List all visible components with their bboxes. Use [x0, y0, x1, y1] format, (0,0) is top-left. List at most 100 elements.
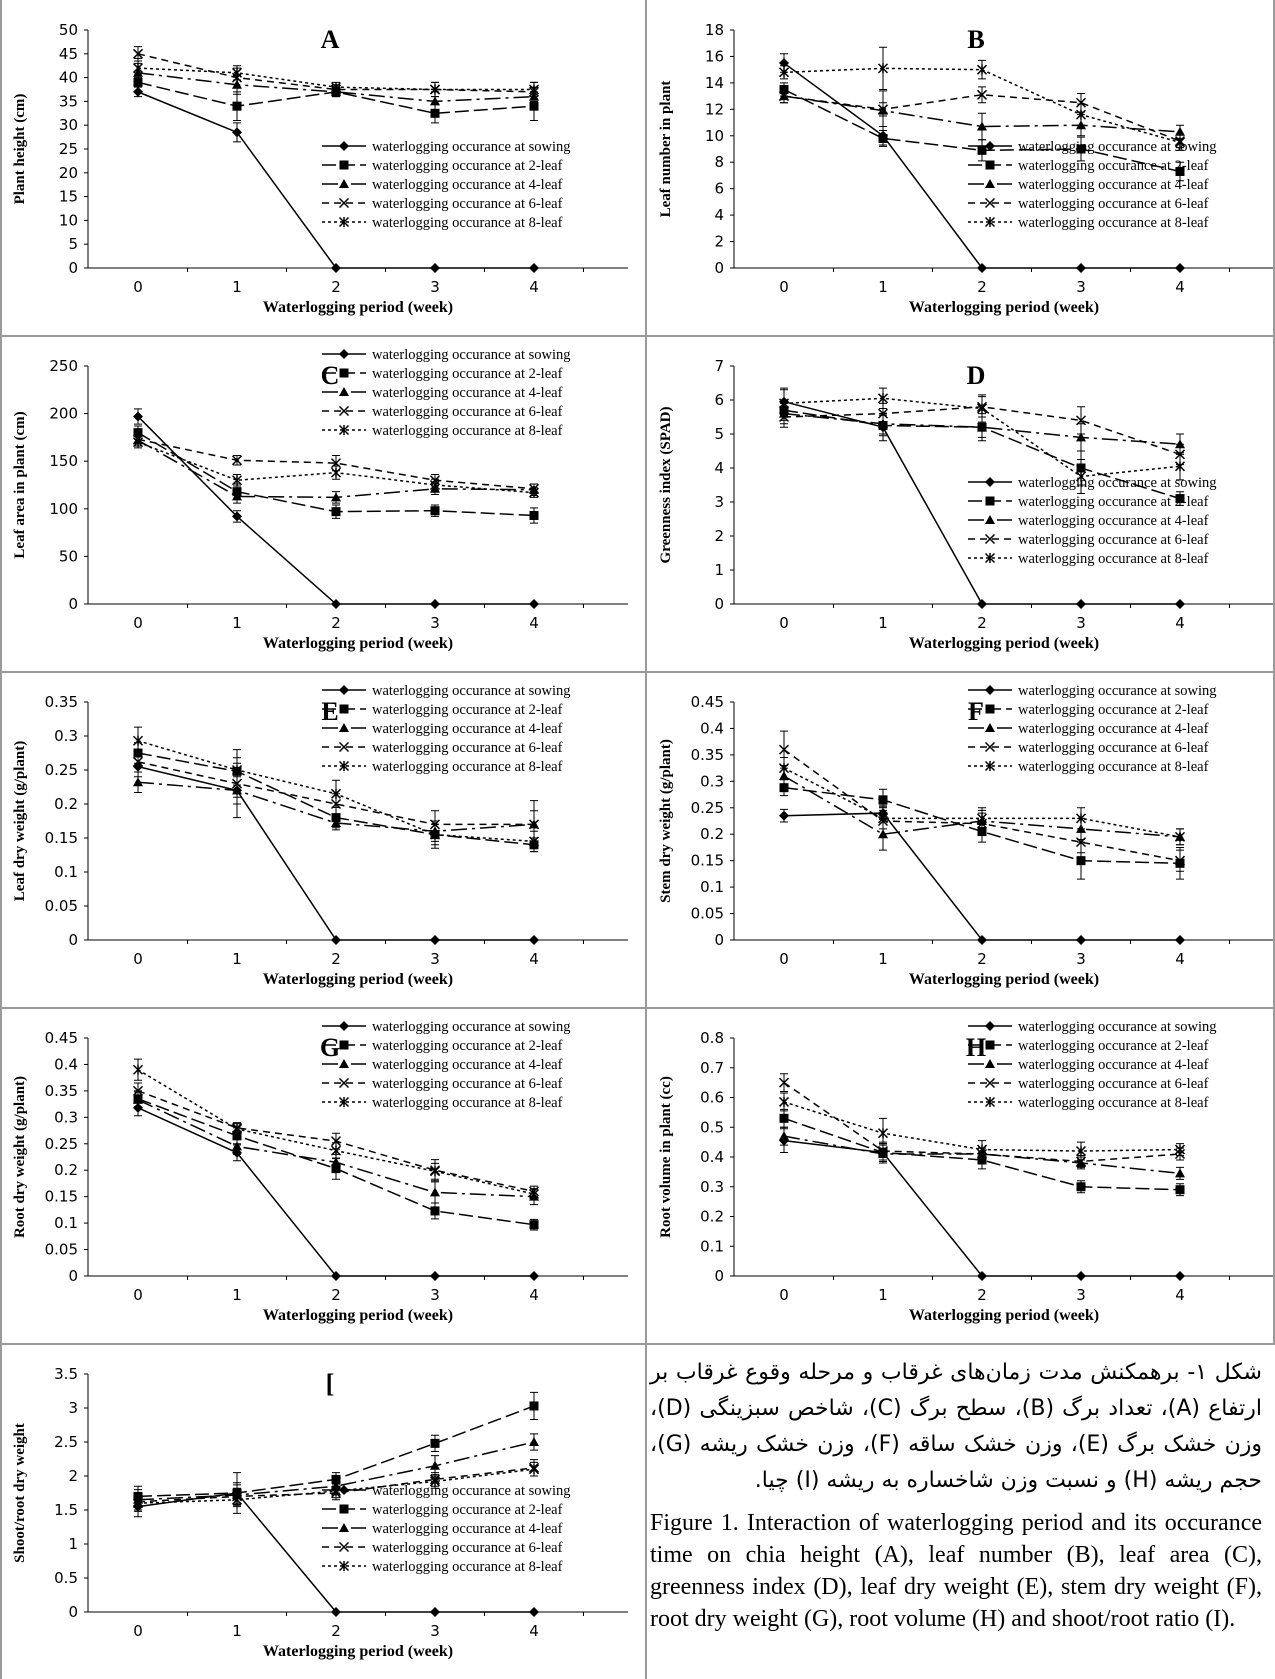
- y-tick-label: 6: [714, 391, 724, 409]
- series-1: [133, 1099, 539, 1281]
- x-tick-label: 3: [430, 950, 440, 968]
- legend-label: waterlogging occurance at 8-leaf: [1018, 759, 1209, 775]
- data-point: [528, 84, 540, 95]
- legend-label: waterlogging occurance at sowing: [372, 347, 571, 363]
- y-tick-label: 0: [68, 1603, 78, 1621]
- data-point: [330, 788, 342, 799]
- legend-label: waterlogging occurance at 4-leaf: [1018, 177, 1209, 193]
- legend-marker: [339, 704, 349, 714]
- x-tick-label: 3: [430, 1622, 440, 1640]
- legend-label: waterlogging occurance at 6-leaf: [372, 1540, 563, 1556]
- y-tick-label: 14: [705, 74, 724, 92]
- data-point: [877, 1128, 889, 1139]
- y-tick-label: 0.1: [700, 878, 724, 896]
- data-point: [429, 1476, 441, 1487]
- y-tick-label: 0: [68, 931, 78, 949]
- data-point: [331, 935, 341, 945]
- data-point: [877, 63, 889, 74]
- legend-label: waterlogging occurance at 8-leaf: [372, 759, 563, 775]
- data-point: [430, 263, 440, 273]
- x-tick-label: 1: [878, 950, 888, 968]
- legend: waterlogging occurance at sowing waterlog…: [322, 683, 571, 775]
- x-axis-label: Waterlogging period (week): [909, 299, 1099, 316]
- y-tick-label: 8: [714, 153, 724, 171]
- legend-marker: [985, 1021, 995, 1031]
- data-point: [132, 735, 144, 746]
- legend-label: waterlogging occurance at 2-leaf: [372, 1038, 563, 1054]
- chart-panel-G: 0 0.05 0.1 0.15 0.2 0.25 0.3 0.35 0.4 0.45 0 1 2 3 4 Wa…: [0, 1008, 646, 1344]
- series-line: [783, 94, 1181, 142]
- data-point: [1174, 831, 1186, 842]
- y-axis-label: Plant height (cm): [12, 94, 28, 205]
- x-tick-label: 2: [977, 950, 987, 968]
- legend-label: waterlogging occurance at 4-leaf: [372, 385, 563, 401]
- x-tick-label: 4: [529, 278, 539, 296]
- legend-label: waterlogging occurance at 2-leaf: [1018, 1038, 1209, 1054]
- frame-left: [0, 0, 2, 1679]
- x-tick-label: 0: [133, 278, 143, 296]
- data-point: [778, 67, 790, 78]
- y-tick-label: 1.5: [54, 1501, 78, 1519]
- x-tick-label: 1: [232, 950, 242, 968]
- frame-row-1: [0, 335, 1275, 337]
- x-axis-label: Waterlogging period (week): [263, 1643, 453, 1660]
- y-tick-label: 0.5: [54, 1569, 78, 1587]
- series-line: [137, 1441, 535, 1501]
- data-point: [1175, 1168, 1185, 1178]
- data-point: [330, 1145, 342, 1156]
- legend-marker: [985, 723, 995, 732]
- y-tick-label: 0.8: [700, 1029, 724, 1047]
- y-axis-label: Root volume in plant (cc): [658, 1076, 674, 1238]
- x-tick-label: 3: [1076, 278, 1086, 296]
- x-tick-label: 3: [430, 278, 440, 296]
- y-tick-label: 3: [68, 1399, 78, 1417]
- data-point: [330, 467, 342, 478]
- data-point: [429, 84, 441, 95]
- data-point: [1075, 415, 1087, 426]
- legend-marker: [984, 197, 996, 209]
- data-point: [528, 487, 540, 498]
- x-tick-label: 1: [232, 614, 242, 632]
- data-point: [133, 1094, 143, 1104]
- data-point: [132, 63, 144, 74]
- chart-svg-E: 0 0.05 0.1 0.15 0.2 0.25 0.3 0.35 0 1 2 3 4 Waterlogg…: [12, 683, 628, 988]
- chart-panel-B: 0 2 4 6 8 10 12 14 16 18 0 1 2 3 4 Waterlogging period …: [646, 0, 1275, 336]
- legend-marker: [985, 160, 995, 170]
- legend-marker: [339, 1523, 349, 1532]
- legend-label: waterlogging occurance at 4-leaf: [372, 177, 563, 193]
- series-line: [783, 1117, 1181, 1191]
- x-tick-label: 4: [1175, 1286, 1185, 1304]
- y-tick-label: 0.05: [691, 905, 724, 923]
- legend-label: waterlogging occurance at 6-leaf: [372, 740, 563, 756]
- data-point: [430, 1460, 440, 1470]
- panel-letter: A: [321, 25, 340, 54]
- panel-letter: [: [326, 1369, 335, 1398]
- data-point: [778, 398, 790, 409]
- data-point: [1076, 144, 1086, 154]
- data-point: [430, 506, 440, 516]
- series-line: [783, 1135, 1181, 1175]
- figure-caption: شکل ۱- برهمکنش مدت زمان‌های غرقاب و مرحل…: [650, 1355, 1262, 1675]
- legend-label: waterlogging occurance at 2-leaf: [372, 702, 563, 718]
- data-point: [430, 108, 440, 118]
- x-tick-label: 3: [1076, 950, 1086, 968]
- data-point: [231, 455, 243, 466]
- data-point: [878, 133, 888, 143]
- legend-marker: [338, 1560, 350, 1572]
- x-tick-label: 2: [331, 1286, 341, 1304]
- data-point: [877, 104, 889, 115]
- y-axis-label: Stem dry weight (g/plant): [658, 739, 674, 903]
- data-point: [977, 263, 987, 273]
- x-tick-label: 1: [232, 278, 242, 296]
- data-point: [1174, 855, 1186, 866]
- series-5: [778, 46, 1186, 151]
- y-tick-label: 4: [714, 459, 724, 477]
- data-point: [231, 67, 243, 78]
- data-point: [529, 935, 539, 945]
- legend-marker: [338, 760, 350, 772]
- y-tick-label: 50: [59, 547, 78, 565]
- legend-label: waterlogging occurance at sowing: [372, 1019, 571, 1035]
- data-point: [132, 1064, 144, 1075]
- y-tick-label: 3: [714, 493, 724, 511]
- series-line: [783, 412, 1181, 445]
